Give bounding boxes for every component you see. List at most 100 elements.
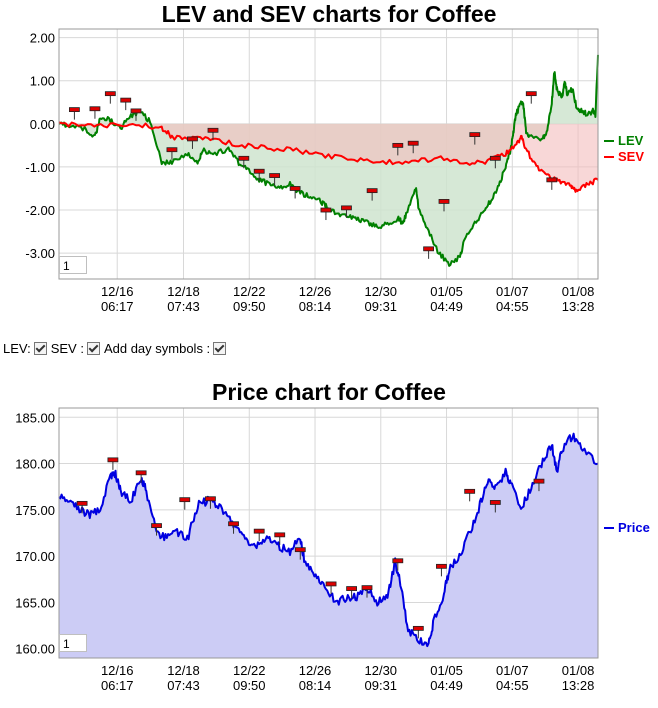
x-tick-time: 04:55 xyxy=(496,678,529,693)
y-tick-label: -3.00 xyxy=(25,246,55,261)
x-tick-date: 12/16 xyxy=(101,663,134,678)
x-tick-date: 12/30 xyxy=(365,663,398,678)
day-marker xyxy=(104,91,116,97)
day-marker xyxy=(438,199,450,204)
x-tick-time: 06:17 xyxy=(101,678,134,693)
x-tick-date: 01/07 xyxy=(496,284,529,299)
day-marker xyxy=(294,547,306,553)
day-marker xyxy=(469,132,481,138)
day-marker xyxy=(489,155,501,161)
x-tick-time: 07:43 xyxy=(167,299,200,314)
series-line-lev xyxy=(58,54,599,267)
day-marker xyxy=(107,457,119,463)
day-marker xyxy=(166,147,178,153)
day-marker xyxy=(392,142,404,148)
day-marker xyxy=(289,186,301,191)
lev-area xyxy=(59,54,598,266)
day-marker xyxy=(533,478,545,484)
x-tick-time: 09:31 xyxy=(365,299,398,314)
sev-toggle-label: SEV : xyxy=(50,341,84,356)
x-tick-time: 08:14 xyxy=(299,299,332,314)
day-marker xyxy=(253,528,265,534)
price-zoom-input[interactable]: 1 xyxy=(59,634,87,652)
x-tick-time: 04:55 xyxy=(496,299,529,314)
x-tick-date: 12/22 xyxy=(233,663,266,678)
day-marker xyxy=(179,497,191,503)
day-marker xyxy=(269,173,281,178)
x-tick-date: 12/22 xyxy=(233,284,266,299)
lev-zoom-input[interactable]: 1 xyxy=(59,256,87,274)
day-marker xyxy=(274,532,286,538)
lev-toggle-label: LEV: xyxy=(3,341,31,356)
y-tick-label: 0.00 xyxy=(30,117,55,132)
day-marker xyxy=(464,488,476,494)
x-tick-time: 09:50 xyxy=(233,678,266,693)
y-tick-label: 160.00 xyxy=(15,642,55,657)
day-marker xyxy=(228,521,239,527)
day-marker xyxy=(361,585,373,591)
x-tick-date: 12/18 xyxy=(167,663,200,678)
day-marker xyxy=(205,496,216,502)
day-marker xyxy=(187,136,198,142)
y-tick-label: -2.00 xyxy=(25,203,55,218)
price-chart-title: Price chart for Coffee xyxy=(212,379,446,405)
legend-label: LEV xyxy=(618,133,644,148)
day-marker xyxy=(325,581,337,587)
x-tick-date: 12/26 xyxy=(299,663,332,678)
lev-checkbox[interactable] xyxy=(33,342,47,355)
day-marker xyxy=(130,108,142,114)
x-tick-time: 08:14 xyxy=(299,678,332,693)
day-marker xyxy=(346,586,358,591)
x-tick-time: 04:49 xyxy=(430,678,463,693)
day-marker xyxy=(412,625,424,631)
day-marker xyxy=(436,563,447,569)
day-marker xyxy=(120,97,132,103)
day-symbols-label: Add day symbols : xyxy=(103,341,211,356)
x-tick-time: 09:31 xyxy=(365,678,398,693)
lev-sev-chart-title: LEV and SEV charts for Coffee xyxy=(161,1,497,27)
day-marker xyxy=(135,470,147,476)
day-marker xyxy=(546,177,558,183)
legend-label: Price xyxy=(618,520,650,535)
y-tick-label: 170.00 xyxy=(15,549,55,564)
x-tick-date: 01/08 xyxy=(562,663,595,678)
x-tick-date: 12/30 xyxy=(365,284,398,299)
y-tick-label: 1.00 xyxy=(30,74,55,89)
chart-controls: LEV: SEV : Add day symbols : xyxy=(3,341,230,356)
day-marker xyxy=(489,500,501,505)
y-tick-label: 175.00 xyxy=(15,503,55,518)
y-tick-label: 185.00 xyxy=(15,410,55,425)
day-marker xyxy=(207,127,219,133)
plot-border xyxy=(58,28,599,280)
x-tick-time: 04:49 xyxy=(430,299,463,314)
day-marker xyxy=(69,107,80,113)
day-marker xyxy=(151,523,162,528)
day-symbols-checkbox[interactable] xyxy=(213,342,227,355)
x-tick-time: 09:50 xyxy=(233,299,266,314)
legend-label: SEV xyxy=(618,149,644,164)
x-tick-date: 12/16 xyxy=(101,284,134,299)
day-marker xyxy=(341,205,352,211)
day-marker xyxy=(392,558,404,564)
x-tick-date: 01/05 xyxy=(430,284,463,299)
series-line-price xyxy=(58,432,599,648)
x-tick-time: 06:17 xyxy=(101,299,134,314)
y-tick-label: 2.00 xyxy=(30,31,55,46)
x-tick-time: 13:28 xyxy=(562,299,595,314)
x-tick-time: 13:28 xyxy=(562,678,595,693)
x-tick-date: 01/07 xyxy=(496,663,529,678)
x-tick-time: 07:43 xyxy=(167,678,200,693)
day-marker xyxy=(366,188,378,194)
y-tick-label: 165.00 xyxy=(15,595,55,610)
x-tick-date: 12/26 xyxy=(299,284,332,299)
sev-area xyxy=(59,122,598,192)
x-tick-date: 01/08 xyxy=(562,284,595,299)
sev-checkbox[interactable] xyxy=(86,342,100,355)
day-marker xyxy=(320,207,332,213)
day-marker xyxy=(76,500,88,506)
y-tick-label: -1.00 xyxy=(25,160,55,175)
x-tick-date: 12/18 xyxy=(167,284,200,299)
price-area xyxy=(59,433,598,658)
